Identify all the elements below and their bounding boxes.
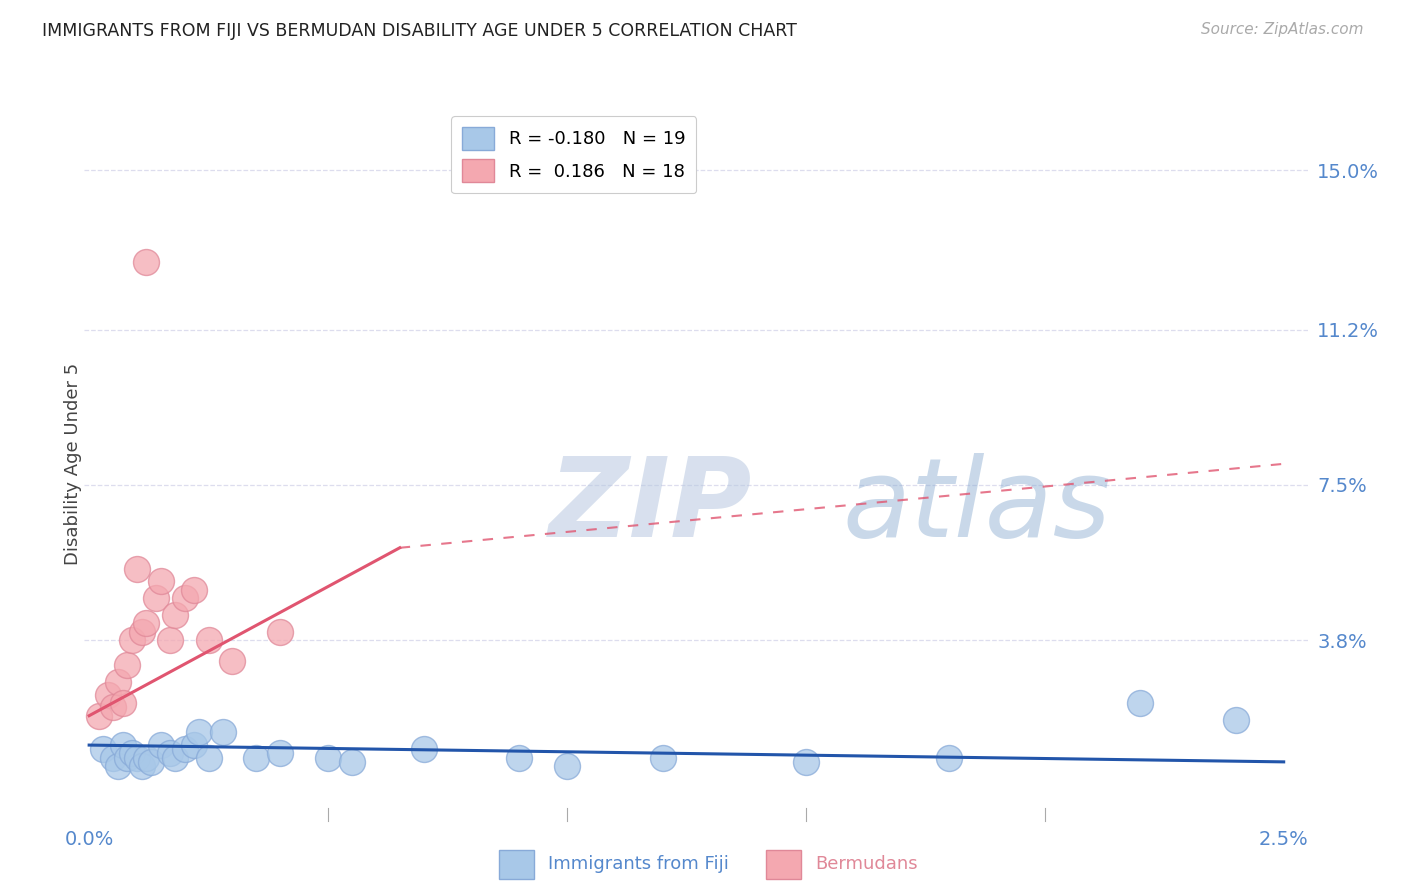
Point <box>135 750 157 764</box>
Point <box>183 582 205 597</box>
Point <box>131 624 153 639</box>
Point <box>165 607 187 622</box>
Point <box>111 738 134 752</box>
Point <box>159 747 181 761</box>
Text: atlas: atlas <box>842 453 1111 560</box>
Point <box>145 591 167 606</box>
Point <box>794 755 817 769</box>
Point <box>117 658 139 673</box>
Legend: R = -0.180   N = 19, R =  0.186   N = 18: R = -0.180 N = 19, R = 0.186 N = 18 <box>451 116 696 194</box>
Point <box>555 759 578 773</box>
Point <box>97 688 120 702</box>
Point <box>269 747 291 761</box>
Point <box>165 750 187 764</box>
Point <box>212 725 235 739</box>
Point <box>135 255 157 269</box>
Point <box>173 591 195 606</box>
Point <box>101 750 124 764</box>
Point <box>197 750 219 764</box>
Point <box>173 742 195 756</box>
Point <box>269 624 291 639</box>
Text: Bermudans: Bermudans <box>815 855 918 873</box>
Point <box>651 750 673 764</box>
Point <box>117 750 139 764</box>
Point <box>149 738 172 752</box>
Y-axis label: Disability Age Under 5: Disability Age Under 5 <box>65 363 82 565</box>
Point <box>101 700 124 714</box>
Point <box>938 750 960 764</box>
Point <box>245 750 267 764</box>
Point <box>141 755 163 769</box>
Point <box>316 750 339 764</box>
Point <box>188 725 211 739</box>
Point <box>221 654 243 668</box>
Point <box>183 738 205 752</box>
Point <box>111 696 134 710</box>
Point <box>197 633 219 648</box>
Point <box>149 574 172 589</box>
Point <box>121 633 143 648</box>
Point <box>1225 713 1247 727</box>
Text: IMMIGRANTS FROM FIJI VS BERMUDAN DISABILITY AGE UNDER 5 CORRELATION CHART: IMMIGRANTS FROM FIJI VS BERMUDAN DISABIL… <box>42 22 797 40</box>
Point <box>93 742 115 756</box>
Point <box>412 742 434 756</box>
Point <box>508 750 530 764</box>
Point <box>135 616 157 631</box>
Point <box>125 750 148 764</box>
Point <box>1129 696 1152 710</box>
Point <box>87 708 110 723</box>
Text: Source: ZipAtlas.com: Source: ZipAtlas.com <box>1201 22 1364 37</box>
Point <box>125 562 148 576</box>
Point <box>107 759 129 773</box>
Point <box>340 755 363 769</box>
Point <box>107 675 129 690</box>
Point <box>159 633 181 648</box>
Text: ZIP: ZIP <box>550 453 752 560</box>
Point <box>121 747 143 761</box>
Point <box>131 759 153 773</box>
Text: Immigrants from Fiji: Immigrants from Fiji <box>548 855 730 873</box>
